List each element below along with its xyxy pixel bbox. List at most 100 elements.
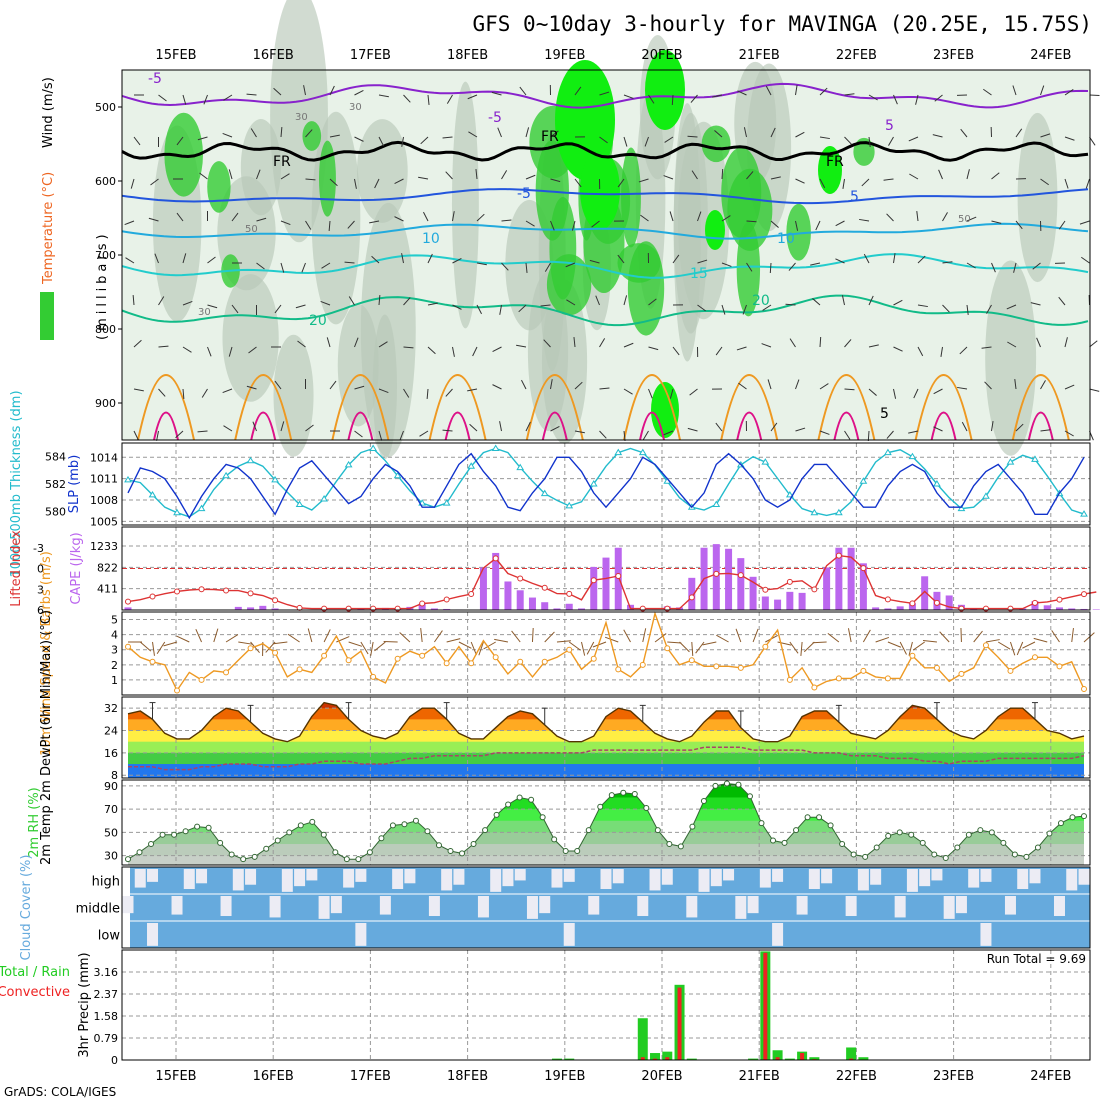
rh-grey-patch	[541, 279, 588, 444]
wind-barb	[721, 304, 726, 315]
rh2m-marker	[401, 821, 408, 828]
precip-total-bar	[662, 1051, 673, 1060]
rh2m-marker	[608, 792, 615, 799]
date-label-bottom: 16FEB	[253, 1069, 294, 1084]
lifted-tick-label: 3	[37, 583, 44, 596]
cloud-gap	[392, 869, 404, 890]
wind-barb-10m	[985, 639, 1000, 643]
wind-barb	[1064, 136, 1075, 141]
precip-ylabel-conv: Convective	[0, 985, 70, 1000]
lifted-index-line-marker	[174, 588, 181, 595]
slp-frame	[121, 442, 1091, 526]
wind-barb	[893, 299, 903, 306]
cloud-gap	[931, 869, 943, 881]
wind-barb-10m	[494, 638, 509, 643]
wind-barb-10m	[568, 641, 581, 651]
wind-barb	[819, 430, 830, 435]
rh2m-marker	[781, 839, 788, 846]
cape-bar	[602, 557, 610, 610]
lifted-index-line-marker	[909, 600, 916, 607]
cloud-gap	[563, 923, 575, 946]
rh2m-marker	[1023, 853, 1030, 860]
thickness-tick-label: 582	[45, 478, 66, 491]
cape-bar	[1092, 609, 1100, 610]
temp-contour-label: 20	[309, 313, 327, 329]
wind-barb	[1013, 262, 1017, 273]
temp-contour-30	[444, 411, 471, 441]
wind-barb-10m	[544, 631, 555, 643]
wind-speed-line-marker	[517, 658, 524, 665]
wind-barb	[1089, 340, 1098, 348]
wind-barb	[984, 381, 992, 390]
wind-barb	[256, 262, 265, 270]
cape-bar	[884, 608, 892, 610]
wind-barb-10m	[1033, 637, 1048, 643]
wind-barb	[182, 94, 187, 105]
lifted-index-line-marker	[688, 594, 695, 601]
rh2m-marker	[205, 824, 212, 831]
wind-barb	[1089, 94, 1100, 97]
wind-barb	[419, 430, 429, 437]
cape-bar	[124, 607, 132, 610]
wind-barb-10m	[225, 634, 239, 643]
cloud-gap	[968, 869, 980, 888]
wind-barb	[329, 134, 340, 138]
wind-barb-10m	[374, 641, 386, 652]
thickness-line-marker	[369, 444, 378, 451]
wind-barb	[908, 136, 919, 142]
wind-speed-line-marker	[345, 657, 352, 664]
wind-barb	[957, 386, 968, 390]
rh2m-marker	[758, 820, 765, 827]
wind-barb-10m	[152, 641, 155, 656]
wind-barb	[348, 296, 355, 306]
cloud-gap	[955, 896, 967, 914]
cloud-gap	[796, 896, 808, 915]
wind-barb	[550, 220, 555, 231]
wind-barb	[867, 430, 870, 442]
wind-barb	[663, 430, 674, 436]
cape-bar	[896, 606, 904, 610]
rh2m-marker	[447, 848, 454, 855]
wind-barb	[354, 337, 359, 348]
cloud-gap	[294, 869, 306, 887]
temp-contour-25	[428, 374, 487, 441]
thickness-line-marker	[197, 504, 206, 512]
wind-barb-10m	[800, 641, 803, 656]
cape-bar	[577, 608, 585, 610]
wind-barb	[983, 88, 992, 96]
wind-speed-line-marker	[737, 664, 744, 671]
wind-barb	[476, 213, 485, 222]
wind-barb	[378, 136, 384, 147]
cloud-level-label: low	[98, 929, 121, 944]
cape-bar	[430, 608, 438, 610]
lifted-index-line-marker	[272, 597, 279, 604]
wind-barb-10m	[580, 641, 586, 656]
temp-contour-25	[525, 374, 584, 441]
precip-tick-label: 2.37	[94, 988, 119, 1001]
precip-tick-label: 0	[111, 1054, 118, 1067]
wind-barb	[175, 430, 184, 439]
rh2m-marker	[505, 801, 512, 808]
temp-contour-25	[914, 374, 973, 441]
rh2m-marker	[862, 853, 869, 860]
rh-contour-label: 50	[245, 224, 258, 235]
thickness-line-marker	[712, 500, 721, 507]
cloud-gap	[355, 923, 367, 946]
rh2m-marker	[1057, 820, 1064, 827]
rh2m-marker	[908, 831, 915, 838]
wind-barb	[158, 296, 165, 306]
temp-contour-30	[347, 411, 374, 441]
wind-barb	[868, 344, 879, 348]
slp-ylabel: SLP (mb)	[67, 455, 82, 514]
cape-bar	[357, 608, 365, 610]
cape-bar	[761, 596, 769, 610]
wind-barb-10m	[511, 630, 521, 643]
rh2m-marker	[228, 851, 235, 858]
wind-barb	[1040, 133, 1051, 138]
wind-speed-line-marker	[419, 652, 426, 659]
wind-speed-line-marker	[272, 649, 279, 656]
wind-barb	[1064, 430, 1074, 437]
wind-speed-line-marker	[860, 667, 867, 674]
wind-speed-line-marker	[615, 666, 622, 673]
temp-contour-label: 5	[885, 118, 894, 134]
